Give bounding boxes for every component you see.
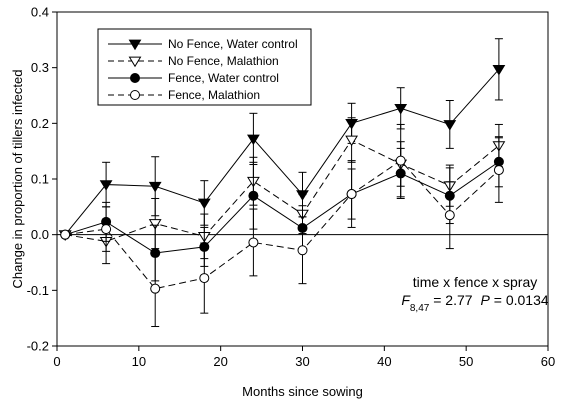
legend-marker bbox=[128, 39, 142, 51]
series-line bbox=[64, 69, 500, 235]
plot-area: 0 10 20 30 40 50 60 -0.2 -0.1 0.0 0.1 0.2 0.3 0.4 bbox=[27, 5, 556, 370]
y-axis-title: Change in proportion of tillers infected bbox=[10, 70, 25, 289]
x-tick-label: 20 bbox=[213, 354, 227, 369]
y-tick-label: 0.2 bbox=[31, 116, 49, 131]
data-point bbox=[443, 120, 457, 131]
data-point bbox=[444, 210, 455, 221]
legend-marker bbox=[128, 56, 142, 68]
y-tick-label: 0.0 bbox=[31, 227, 49, 242]
data-point bbox=[197, 198, 211, 210]
y-tick-label: -0.1 bbox=[27, 283, 49, 298]
data-point bbox=[101, 224, 112, 235]
series-line bbox=[65, 139, 500, 242]
series-4 bbox=[60, 123, 504, 328]
data-point bbox=[493, 165, 504, 176]
x-tick-label: 10 bbox=[132, 354, 146, 369]
x-tick-label: 30 bbox=[295, 354, 309, 369]
f-value: = 2.77 bbox=[429, 292, 472, 308]
data-point bbox=[247, 134, 260, 146]
y-tick-label: -0.2 bbox=[27, 339, 49, 354]
data-point bbox=[150, 283, 161, 294]
legend: No Fence, Water control No Fence, Malathi… bbox=[97, 28, 312, 106]
annotation-statistic: F8,47 = 2.77 P = 0.0134 bbox=[401, 292, 549, 314]
legend-label: No Fence, Malathion bbox=[168, 54, 279, 68]
data-point bbox=[148, 181, 162, 193]
data-point bbox=[199, 273, 210, 284]
legend-marker bbox=[130, 90, 140, 100]
legend-label: No Fence, Water control bbox=[168, 37, 298, 51]
data-point bbox=[394, 103, 408, 115]
data-point bbox=[148, 219, 162, 230]
x-tick-label: 0 bbox=[53, 354, 60, 369]
data-point bbox=[346, 189, 357, 200]
x-tick-label: 60 bbox=[541, 354, 555, 369]
annotation-title: time x fence x spray bbox=[413, 274, 538, 290]
legend-marker bbox=[130, 73, 140, 83]
x-tick-label: 40 bbox=[377, 354, 391, 369]
y-tick-label: 0.1 bbox=[31, 172, 49, 187]
series-line bbox=[65, 161, 500, 254]
y-tick-label: 0.4 bbox=[31, 5, 49, 20]
data-point bbox=[297, 245, 308, 256]
data-point bbox=[492, 64, 506, 76]
f-subscript: 8,47 bbox=[410, 303, 430, 314]
data-point bbox=[99, 180, 113, 191]
data-point bbox=[345, 135, 358, 147]
series-line bbox=[65, 159, 500, 290]
statistics-annotation: time x fence x spray F8,47 = 2.77 P = 0.0… bbox=[401, 274, 549, 314]
legend-label: Fence, Water control bbox=[168, 71, 279, 85]
p-symbol: P bbox=[481, 292, 491, 308]
f-symbol: F bbox=[401, 292, 411, 308]
data-point bbox=[395, 155, 406, 166]
x-axis-title: Months since sowing bbox=[242, 384, 363, 399]
series-3 bbox=[60, 136, 504, 282]
series-1 bbox=[58, 38, 506, 241]
y-tick-label: 0.3 bbox=[31, 60, 49, 75]
data-point bbox=[248, 237, 259, 248]
data-point bbox=[248, 190, 259, 201]
legend-label: Fence, Malathion bbox=[168, 88, 260, 102]
x-tick-label: 50 bbox=[459, 354, 473, 369]
data-point bbox=[60, 229, 71, 240]
p-value: = 0.0134 bbox=[490, 292, 549, 308]
